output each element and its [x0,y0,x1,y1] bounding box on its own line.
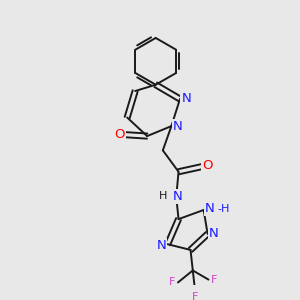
Text: F: F [192,292,198,300]
Text: N: N [173,120,182,133]
Text: N: N [205,202,215,215]
Text: F: F [211,274,217,285]
Text: N: N [173,190,182,203]
Text: H: H [159,191,168,201]
Text: O: O [202,159,213,172]
Text: -H: -H [218,204,230,214]
Text: N: N [182,92,191,106]
Text: F: F [169,278,176,287]
Text: O: O [115,128,125,141]
Text: N: N [209,227,219,240]
Text: N: N [157,239,166,252]
